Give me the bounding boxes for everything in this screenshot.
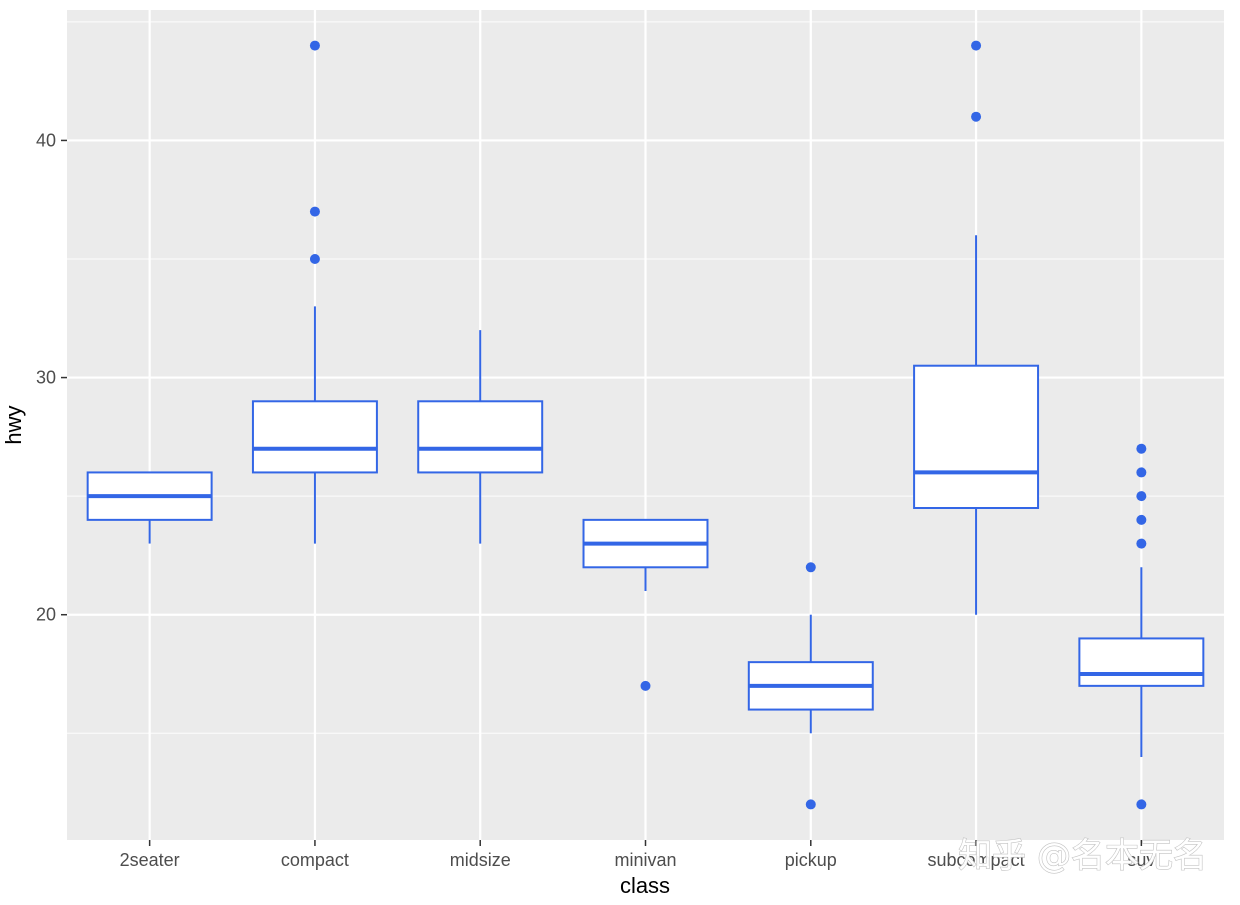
outlier-point: [971, 111, 982, 122]
outlier-point: [640, 680, 651, 691]
x-axis: 2seater compact midsize minivan pickup subcom…: [120, 840, 1155, 870]
watermark-text: 知乎 @名本无名: [958, 836, 1207, 876]
box-iqr: [417, 400, 544, 474]
x-tick-label: midsize: [450, 850, 511, 870]
outlier-point: [1136, 443, 1147, 454]
y-axis-title: hwy: [1, 405, 26, 444]
outlier-point: [1136, 491, 1147, 502]
outlier-point: [971, 40, 982, 51]
box-compact: [251, 40, 378, 544]
x-axis-title: class: [620, 873, 670, 898]
outlier-point: [309, 206, 320, 217]
box-midsize: [417, 330, 544, 544]
x-tick-label: suv: [1127, 850, 1155, 870]
x-tick-label: minivan: [614, 850, 676, 870]
box-2seater: [86, 471, 213, 544]
outlier-point: [805, 562, 816, 573]
outlier-point: [805, 799, 816, 810]
box-minivan: [582, 518, 709, 691]
box-iqr: [913, 364, 1040, 510]
y-tick-label: 40: [36, 130, 56, 150]
outlier-point: [1136, 799, 1147, 810]
y-axis: 20 30 40: [36, 130, 67, 625]
box-iqr: [251, 400, 378, 474]
box-suv: [1078, 443, 1205, 810]
x-tick-label: compact: [281, 850, 349, 870]
outlier-point: [309, 40, 320, 51]
box-iqr: [1078, 637, 1205, 687]
x-tick-label: 2seater: [120, 850, 180, 870]
outlier-point: [309, 254, 320, 264]
outlier-point: [1136, 514, 1147, 525]
x-tick-label: pickup: [785, 850, 837, 870]
boxes-layer: [86, 40, 1205, 810]
box-subcompact: [913, 40, 1040, 615]
y-tick-label: 30: [36, 368, 56, 388]
box-pickup: [747, 562, 874, 810]
x-tick-label: subcompact: [928, 850, 1025, 870]
y-tick-label: 20: [36, 605, 56, 625]
outlier-point: [1136, 467, 1147, 478]
outlier-point: [1136, 538, 1147, 549]
